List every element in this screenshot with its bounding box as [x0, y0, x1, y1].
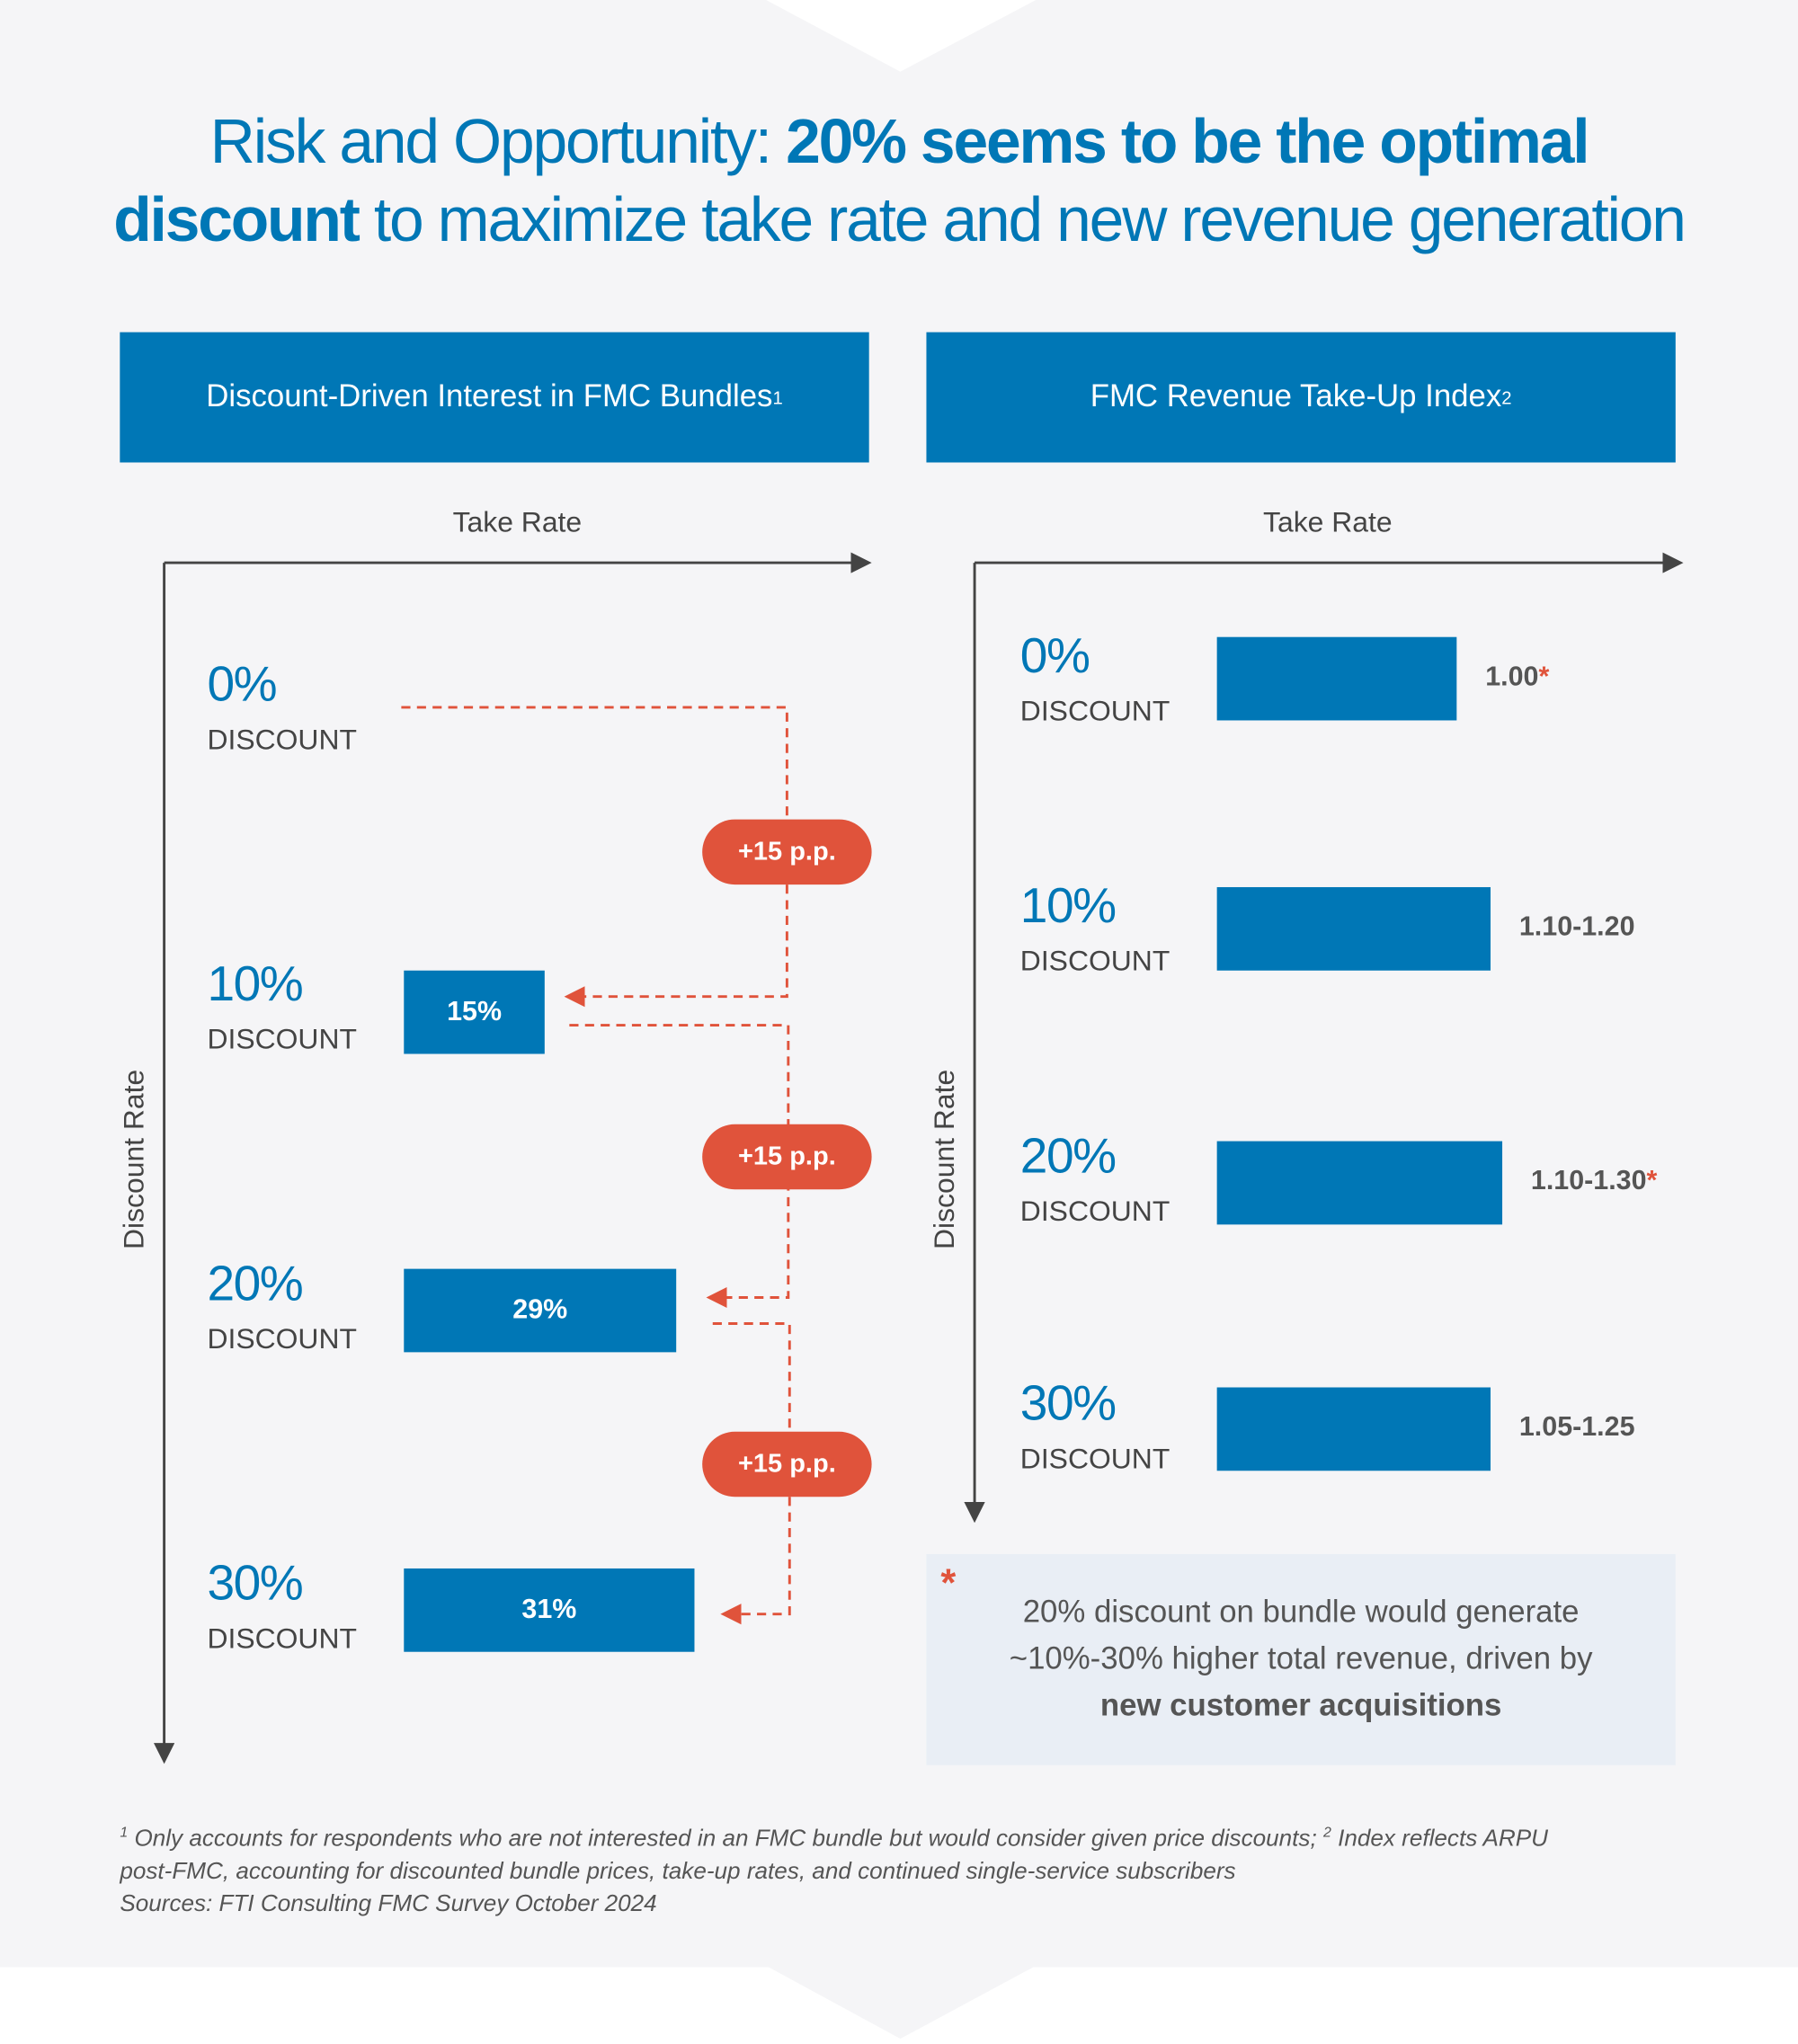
revenue-index-value: 1.05-1.25	[1518, 1412, 1635, 1443]
discount-pct-label: 20%	[1019, 1129, 1117, 1185]
discount-word-label: DISCOUNT	[207, 1322, 357, 1355]
discount-word-label: DISCOUNT	[1019, 1195, 1170, 1228]
take-rate-bar: 31%	[404, 1568, 695, 1652]
revenue-index-value: 1.10-1.20	[1518, 911, 1635, 942]
discount-word-label: DISCOUNT	[1019, 1442, 1170, 1475]
discount-word-label: DISCOUNT	[207, 723, 357, 756]
left-chart-header: Discount-Driven Interest in FMC Bundles 1	[120, 332, 869, 463]
page-title-line1: Risk and Opportunity: 20% seems to be th…	[209, 108, 1590, 178]
delta-pill: +15 p.p.	[702, 1124, 872, 1190]
page-title-line2: discount to maximize take rate and new r…	[113, 186, 1687, 256]
discount-pct-label: 10%	[207, 957, 303, 1013]
take-rate-bar: 29%	[404, 1268, 677, 1353]
delta-pill: +15 p.p.	[702, 819, 872, 885]
asterisk-icon: *	[1646, 1166, 1658, 1196]
discount-pct-label: 0%	[207, 657, 277, 713]
revenue-index-bar	[1216, 1141, 1503, 1225]
revenue-index-value: 1.10-1.30*	[1530, 1166, 1658, 1196]
insight-note: * 20% discount on bundle would generate ~…	[926, 1554, 1676, 1765]
discount-pct-label: 20%	[207, 1257, 303, 1312]
right-x-axis-label: Take Rate	[1263, 505, 1393, 538]
asterisk-icon: *	[940, 1561, 957, 1605]
sources: Sources: FTI Consulting FMC Survey Octob…	[120, 1889, 657, 1916]
revenue-index-bar	[1216, 886, 1491, 971]
connector-10-20	[569, 1024, 790, 1309]
bottom-chevron	[766, 1965, 1037, 2040]
revenue-index-value: 1.00*	[1485, 662, 1550, 692]
revenue-index-bar	[1216, 636, 1457, 721]
discount-pct-label: 30%	[207, 1556, 303, 1612]
left-x-axis-label: Take Rate	[452, 505, 583, 538]
asterisk-icon: *	[1538, 662, 1550, 692]
top-notch	[766, 0, 1037, 72]
delta-pill: +15 p.p.	[702, 1431, 872, 1497]
discount-pct-label: 10%	[1019, 879, 1117, 935]
take-rate-bar: 15%	[404, 970, 545, 1054]
discount-pct-label: 30%	[1019, 1376, 1117, 1432]
discount-word-label: DISCOUNT	[1019, 694, 1170, 727]
discount-word-label: DISCOUNT	[207, 1022, 357, 1055]
note-text: 20% discount on bundle would generate ~10…	[1009, 1594, 1593, 1724]
footnotes: 1 Only accounts for respondents who are …	[120, 1825, 1549, 1916]
discount-word-label: DISCOUNT	[1019, 944, 1170, 977]
right-chart-header: FMC Revenue Take-Up Index 2	[926, 332, 1676, 463]
discount-pct-label: 0%	[1019, 629, 1090, 684]
discount-word-label: DISCOUNT	[207, 1622, 357, 1655]
connector-0-10	[401, 706, 788, 1008]
revenue-index-bar	[1216, 1387, 1491, 1471]
